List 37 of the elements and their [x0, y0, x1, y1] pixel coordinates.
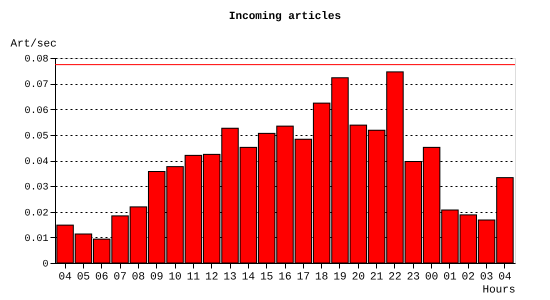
x-tick-label: 04 [58, 272, 72, 284]
x-tick-label: 13 [223, 272, 237, 284]
x-tick-label: 18 [315, 272, 328, 284]
x-tick-label: 07 [113, 272, 127, 284]
x-tick-label: 00 [425, 272, 438, 284]
x-tick-label: 20 [352, 272, 365, 284]
x-tick-label: 15 [260, 272, 274, 284]
x-tick-label: 11 [186, 272, 200, 284]
y-tick-label: 0.08 [24, 54, 48, 66]
y-tick-label: 0 [42, 260, 48, 270]
x-tick-label: 08 [132, 272, 145, 284]
x-tick-label: 09 [150, 272, 164, 284]
x-tick-label: 17 [296, 272, 310, 284]
x-axis-title: Hours [482, 284, 516, 296]
x-tick-label: 03 [480, 272, 494, 284]
y-axis-title: Art/sec [10, 38, 57, 50]
x-tick-label: 12 [205, 272, 218, 284]
x-tick-label: 14 [242, 272, 256, 284]
x-tick-label: 05 [76, 272, 90, 284]
y-tick-label: 0.04 [24, 157, 48, 168]
y-tick-label: 0.06 [24, 106, 48, 117]
y-tick-label: 0.07 [24, 80, 48, 92]
y-tick-label: 0.01 [24, 234, 48, 245]
x-tick-label: 19 [333, 272, 347, 284]
x-tick-label: 16 [278, 272, 292, 284]
x-tick-label: 06 [95, 272, 108, 284]
y-tick-label: 0.03 [24, 182, 48, 194]
x-tick-label: 22 [388, 272, 402, 284]
x-tick-label: 21 [370, 272, 384, 284]
x-tick-label: 04 [498, 272, 512, 284]
x-tick-label: 23 [406, 272, 420, 284]
y-tick-label: 0.05 [24, 131, 48, 142]
y-tick-label: 0.02 [24, 208, 48, 220]
x-tick-label: 01 [443, 272, 457, 284]
chart-title: Incoming articles [228, 11, 342, 23]
x-tick-label: 10 [168, 272, 182, 284]
x-tick-label: 02 [462, 272, 475, 284]
